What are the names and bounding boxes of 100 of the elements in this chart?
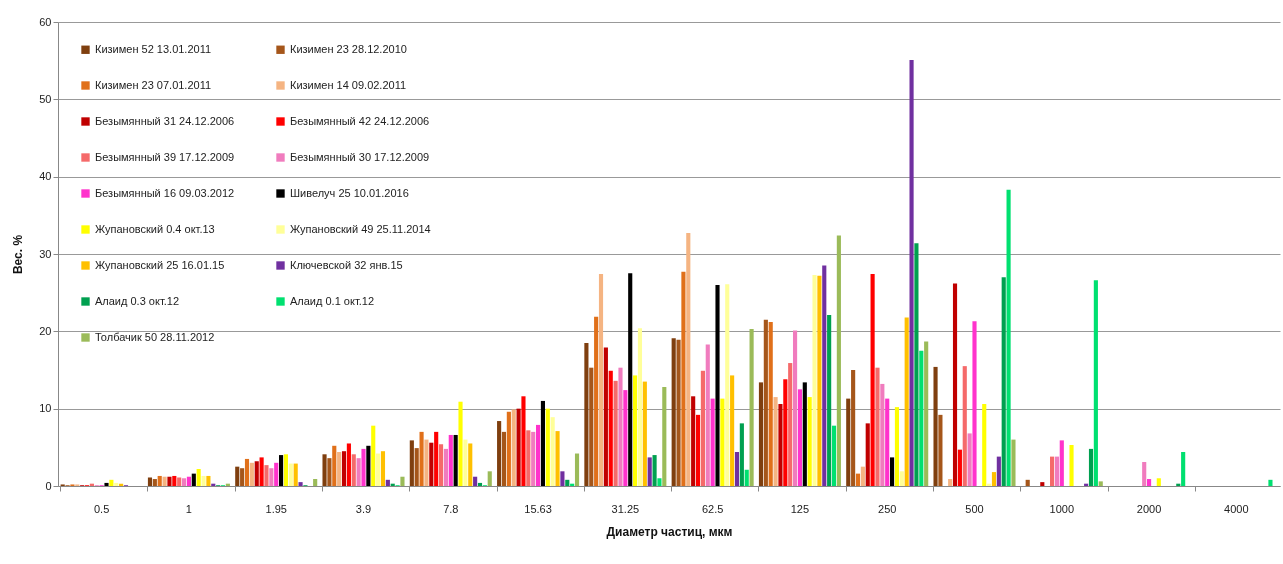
bar: [982, 404, 987, 486]
legend-label: Кизимен 23 28.12.2010: [290, 42, 407, 55]
bar: [506, 411, 511, 486]
x-tick-label: 4000: [1224, 502, 1249, 515]
legend-label: Безымянный 16 09.03.2012: [95, 186, 235, 199]
x-tick-label: 7.8: [443, 502, 459, 515]
bar: [812, 274, 817, 486]
bar: [288, 463, 293, 486]
bar: [526, 430, 531, 486]
bar: [758, 382, 764, 486]
bar: [991, 472, 997, 486]
bar: [540, 400, 546, 486]
x-tick-label: 1.95: [265, 502, 287, 515]
bar: [424, 439, 429, 486]
bar: [957, 449, 962, 486]
y-tick-label: 60: [39, 15, 52, 28]
bar: [637, 328, 643, 486]
bar: [618, 367, 623, 486]
bar: [846, 398, 851, 486]
bar: [400, 476, 405, 486]
legend-label: Толбачик 50 28.11.2012: [95, 330, 215, 343]
y-axis-title: Вес. %: [11, 234, 26, 275]
bar: [468, 443, 473, 486]
bar: [434, 431, 439, 486]
bar: [768, 322, 773, 486]
bar: [885, 398, 890, 486]
legend-label: Жупановский 25 16.01.15: [95, 258, 225, 271]
bar: [438, 444, 444, 486]
bar: [206, 475, 211, 486]
bar: [686, 233, 691, 486]
bar: [361, 448, 366, 486]
y-tick-label: 50: [39, 92, 52, 105]
bar: [1069, 445, 1074, 486]
bar: [870, 274, 875, 486]
bar: [283, 454, 289, 486]
x-tick-label: 500: [965, 502, 984, 515]
bar: [162, 476, 167, 486]
bar: [458, 401, 463, 486]
bar: [613, 380, 618, 486]
bar: [1142, 462, 1147, 486]
bar: [560, 471, 565, 486]
bar: [186, 476, 191, 486]
bar: [259, 457, 264, 486]
bar: [608, 370, 613, 486]
bar: [545, 408, 550, 486]
bar: [633, 375, 638, 486]
bar: [598, 274, 604, 486]
bar: [797, 389, 802, 486]
bar: [1049, 456, 1055, 486]
bar: [880, 383, 885, 486]
bar: [1268, 479, 1273, 486]
bar: [730, 375, 735, 486]
bar: [380, 451, 386, 486]
legend-label: Безымянный 30 17.12.2009: [290, 150, 430, 163]
legend-label: Безымянный 39 17.12.2009: [95, 150, 235, 163]
bar: [240, 468, 245, 486]
bar: [1059, 440, 1064, 486]
bar: [807, 397, 812, 486]
bar: [875, 367, 880, 486]
bar: [642, 381, 647, 486]
bar: [904, 317, 909, 486]
bar: [894, 407, 900, 486]
bar: [589, 367, 594, 486]
bar: [890, 457, 895, 486]
bar: [744, 469, 749, 486]
bar: [1147, 479, 1152, 486]
bar: [603, 347, 608, 486]
bar: [1025, 479, 1030, 486]
legend-label: Безымянный 42 24.12.2006: [290, 114, 430, 127]
bar: [792, 330, 798, 486]
x-tick-label: 2000: [1136, 502, 1162, 515]
bar: [298, 482, 303, 486]
bar: [1040, 482, 1045, 486]
x-tick-label: 125: [790, 502, 810, 515]
bar: [1088, 448, 1094, 486]
bar: [671, 338, 676, 486]
bar: [536, 424, 541, 486]
bar: [734, 451, 740, 486]
x-tick-label: 31.25: [611, 502, 640, 515]
bar: [967, 433, 972, 486]
x-tick-label: 250: [878, 502, 897, 515]
bar: [938, 414, 943, 486]
bar: [511, 409, 516, 486]
bar: [177, 477, 182, 486]
bar: [647, 457, 652, 486]
bar: [788, 363, 793, 486]
bar: [419, 431, 424, 486]
bar: [366, 445, 371, 486]
bar: [249, 462, 254, 486]
bar: [739, 423, 744, 486]
bar: [157, 475, 162, 486]
bar: [676, 339, 681, 486]
bar: [337, 451, 342, 486]
bar: [414, 448, 419, 486]
legend-label: Кизимен 52 13.01.2011: [95, 42, 212, 55]
x-tick-label: 1000: [1049, 502, 1075, 515]
bar: [429, 442, 434, 486]
bar: [855, 473, 861, 486]
bar: [274, 462, 279, 486]
bar: [516, 408, 521, 486]
